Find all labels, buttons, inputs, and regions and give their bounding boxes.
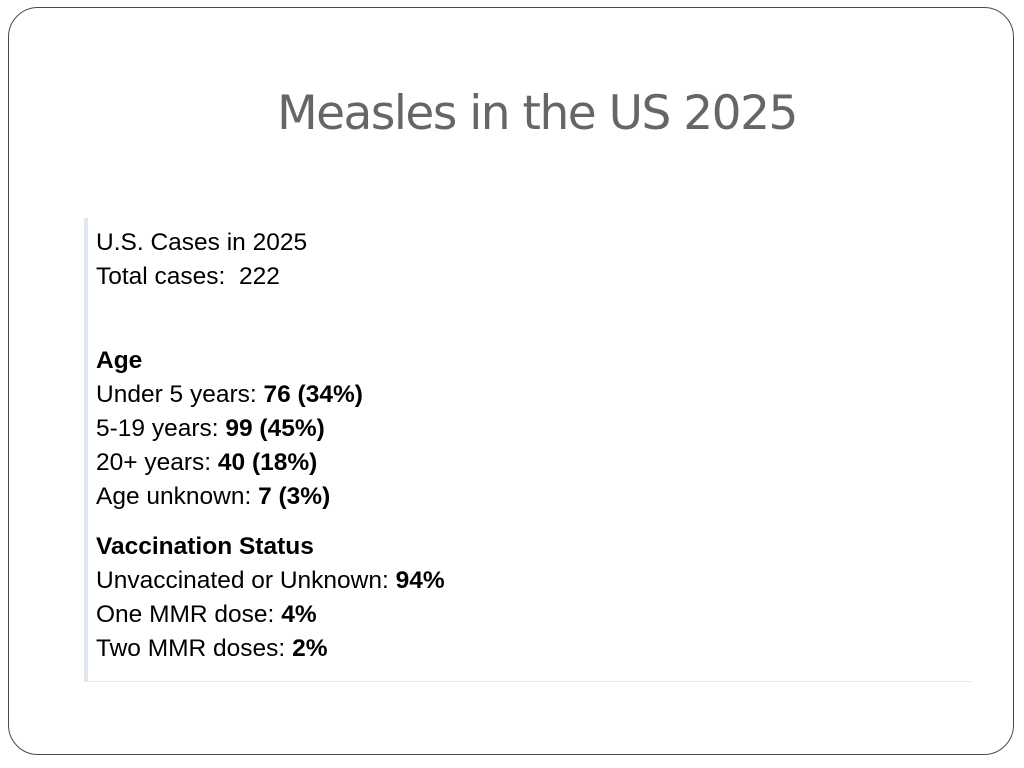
slide-frame [8,7,1014,755]
age-row-value: 76 (34%) [263,381,363,408]
vaccination-row-label: Unvaccinated or Unknown: [96,567,396,594]
slide-title: Measles in the US 2025 [277,86,798,141]
age-row: Under 5 years: 76 (34%) [96,378,956,412]
vaccination-row: Unvaccinated or Unknown: 94% [96,564,956,598]
content-box [84,218,972,682]
spacer [96,514,956,530]
age-row-label: 20+ years: [96,449,218,476]
age-heading: Age [96,347,143,374]
slide-content: U.S. Cases in 2025 Total cases: 222 Age … [96,226,956,666]
total-cases-label: Total cases: [96,263,239,290]
vaccination-row-value: 2% [292,635,328,662]
vaccination-row-label: One MMR dose: [96,601,282,628]
vaccination-row-label: Two MMR doses: [96,635,293,662]
age-row: 20+ years: 40 (18%) [96,446,956,480]
age-row-label: 5-19 years: [96,415,226,442]
cases-heading: U.S. Cases in 2025 [96,229,308,256]
age-row-value: 99 (45%) [225,415,325,442]
vaccination-row-value: 4% [281,601,317,628]
age-row: Age unknown: 7 (3%) [96,480,956,514]
vaccination-heading: Vaccination Status [96,533,314,560]
vaccination-row-value: 94% [395,567,445,594]
age-row-label: Under 5 years: [96,381,264,408]
vaccination-row: Two MMR doses: 2% [96,632,956,666]
age-row-value: 7 (3%) [258,483,331,510]
age-row-value: 40 (18%) [217,449,318,476]
total-cases-line: Total cases: 222 [96,260,956,294]
spacer [96,294,956,344]
age-row: 5-19 years: 99 (45%) [96,412,956,446]
age-row-label: Age unknown: [96,483,259,510]
vaccination-row: One MMR dose: 4% [96,598,956,632]
total-cases-value: 222 [238,263,280,290]
